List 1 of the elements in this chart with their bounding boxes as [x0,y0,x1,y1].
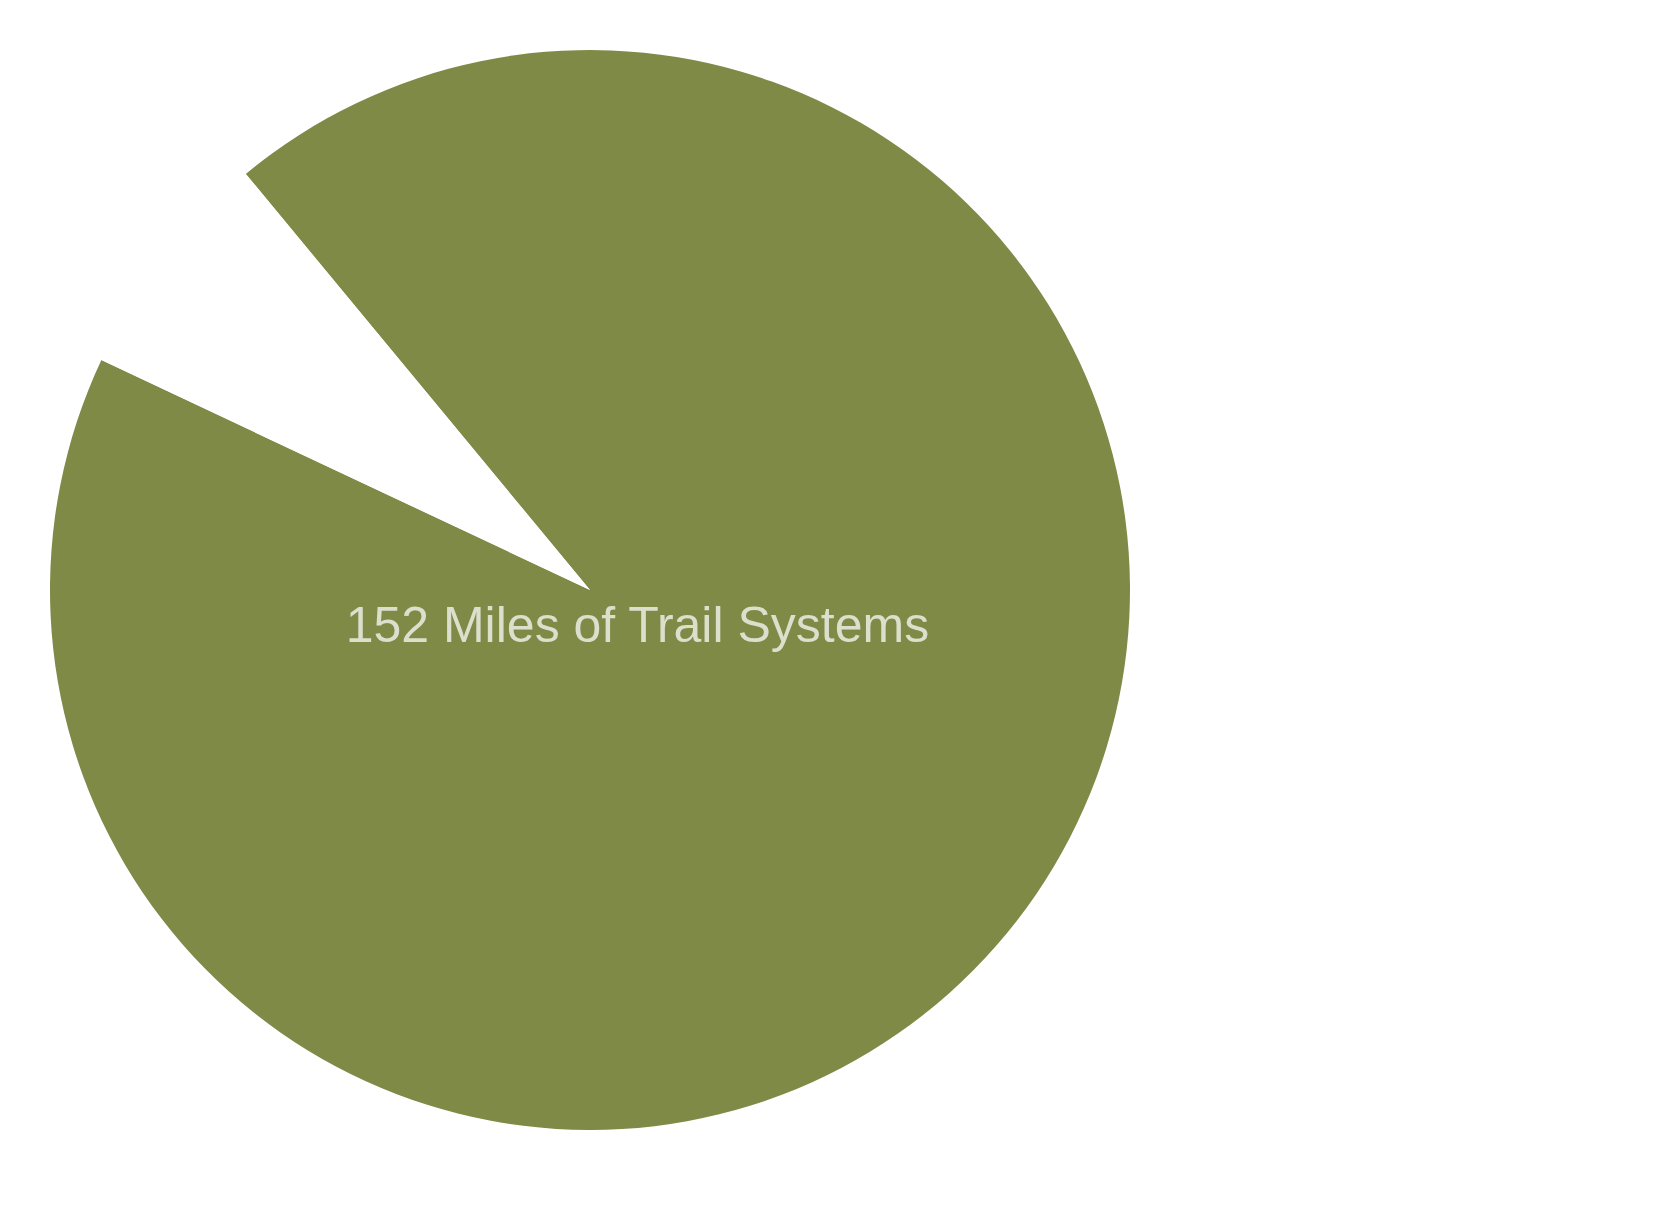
slice-label: 152 Miles of Trail Systems [345,596,930,653]
